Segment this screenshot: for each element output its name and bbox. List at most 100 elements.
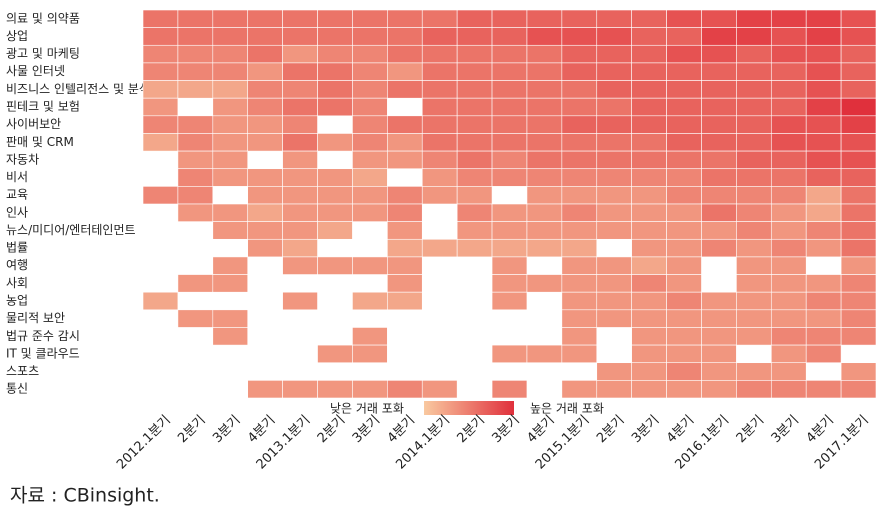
cell [701, 97, 737, 117]
cell [352, 380, 388, 399]
cell [701, 27, 737, 46]
cell [596, 62, 632, 81]
cell [596, 309, 632, 328]
cell [177, 203, 214, 222]
cell [561, 203, 598, 222]
cell [282, 221, 318, 240]
cell [387, 80, 423, 99]
cell [805, 80, 842, 99]
cell [770, 80, 807, 99]
column-label: 2분기 [315, 413, 348, 446]
cell [596, 9, 632, 28]
cell [561, 309, 598, 328]
cell [212, 150, 249, 170]
cell [247, 221, 283, 240]
cell [596, 80, 632, 99]
cell [736, 309, 772, 328]
cell [736, 186, 772, 205]
cell [212, 9, 249, 28]
cell [387, 380, 423, 399]
cell [317, 9, 353, 28]
cell [352, 27, 388, 46]
cell [526, 27, 563, 46]
cell [491, 344, 528, 364]
cell [561, 150, 598, 170]
cell [352, 168, 388, 187]
cell [387, 256, 423, 275]
cell [805, 203, 842, 222]
cell [770, 256, 807, 275]
cell [561, 344, 598, 364]
cell [736, 27, 772, 46]
cell [491, 97, 528, 117]
cell [631, 274, 667, 293]
cell [526, 203, 563, 222]
cell [701, 186, 737, 205]
cell [561, 186, 598, 205]
cell [770, 133, 807, 152]
cell [631, 133, 667, 152]
cell [701, 133, 737, 152]
cell [561, 9, 598, 28]
cell [701, 150, 737, 170]
cell [631, 27, 667, 46]
cell [387, 133, 423, 152]
cell [805, 150, 842, 170]
cell [701, 380, 737, 399]
cell [736, 327, 772, 346]
cell [805, 133, 842, 152]
cell [421, 380, 458, 399]
cell [421, 168, 458, 187]
cell [736, 62, 772, 81]
cell [421, 133, 458, 152]
cell [387, 291, 423, 311]
cell [142, 186, 179, 205]
cell [526, 186, 563, 205]
cell [666, 238, 702, 258]
cell [770, 44, 807, 64]
cell [282, 150, 318, 170]
cell [352, 256, 388, 275]
cell [840, 380, 877, 399]
cell [701, 9, 737, 28]
cell [805, 221, 842, 240]
cell [491, 256, 528, 275]
cell [561, 27, 598, 46]
cell [352, 44, 388, 64]
cell [421, 80, 458, 99]
cell [526, 238, 563, 258]
cell [666, 80, 702, 99]
cell [666, 115, 702, 134]
cell [317, 203, 353, 222]
cell [840, 238, 877, 258]
cell [805, 62, 842, 81]
cell [317, 221, 353, 240]
cell [561, 97, 598, 117]
cell [352, 115, 388, 134]
cell [561, 168, 598, 187]
cell [247, 115, 283, 134]
cell [282, 256, 318, 275]
cell [526, 115, 563, 134]
cell [421, 97, 458, 117]
cell [212, 203, 249, 222]
cell [317, 344, 353, 364]
cell [631, 238, 667, 258]
cell [770, 291, 807, 311]
row-label: 통신 [6, 382, 28, 396]
cell [247, 380, 283, 399]
cell [421, 9, 458, 28]
cell [596, 274, 632, 293]
cell [491, 291, 528, 311]
cell [736, 168, 772, 187]
cell [177, 27, 214, 46]
cell [282, 9, 318, 28]
cell [421, 44, 458, 64]
cell [561, 291, 598, 311]
cell [526, 150, 563, 170]
cell [526, 168, 563, 187]
cell [526, 97, 563, 117]
cell [387, 62, 423, 81]
cell [421, 238, 458, 258]
cell [596, 97, 632, 117]
